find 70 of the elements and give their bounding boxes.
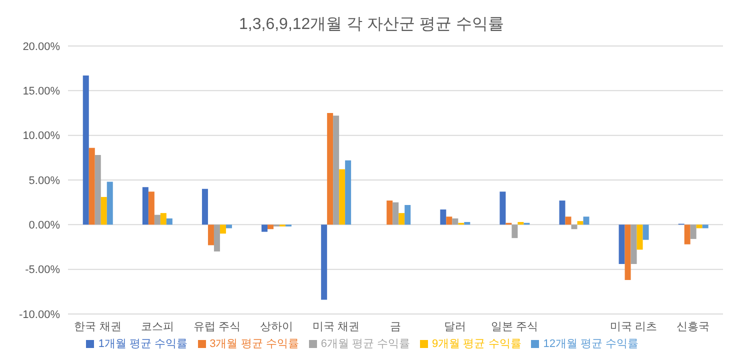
x-tick-label: 신흥국 (676, 320, 710, 333)
bar (464, 222, 470, 225)
bar (214, 224, 220, 252)
bar (512, 224, 518, 238)
bar (398, 213, 405, 225)
x-tick-label: 코스피 (140, 320, 174, 333)
x-tick-label: 달러 (444, 320, 466, 333)
bar (220, 224, 226, 234)
bar (339, 169, 346, 225)
x-tick-label: 상하이 (260, 320, 293, 333)
bar (88, 148, 95, 225)
x-tick-label: 미국 리츠 (610, 320, 658, 333)
y-tick-label: 0.00% (28, 220, 60, 232)
bar (166, 218, 172, 225)
bar (559, 200, 566, 225)
bar (500, 192, 506, 225)
bar (642, 224, 649, 240)
x-tick-label: 금 (390, 320, 401, 333)
legend-label: 9개월 평균 수익률 (432, 338, 522, 350)
bar (100, 196, 107, 225)
y-tick-label: -10.00% (19, 308, 60, 321)
y-tick-label: 20.00% (22, 40, 60, 53)
bar (577, 221, 584, 225)
bar (702, 224, 708, 228)
bar (636, 224, 643, 250)
chart-title: 1,3,6,9,12개월 각 자산군 평균 수익률 (238, 15, 505, 35)
x-tick-label: 한국 채권 (74, 320, 122, 333)
bar (345, 160, 352, 225)
bar (583, 216, 590, 225)
bar (630, 224, 637, 264)
bar (446, 216, 452, 225)
bar (321, 224, 328, 300)
bar (160, 213, 166, 225)
bar (404, 205, 411, 225)
bar (618, 224, 625, 264)
bar (142, 187, 148, 225)
bar (202, 188, 208, 225)
bar (571, 224, 578, 230)
x-tick-label: 유럽 주식 (193, 320, 240, 333)
x-tick-label: 일본 주식 (491, 320, 538, 333)
bar (106, 182, 113, 225)
bar (392, 202, 399, 225)
bar (148, 192, 154, 225)
bar (624, 224, 631, 280)
bar (327, 113, 334, 225)
y-tick-label: 15.00% (22, 86, 60, 98)
bar (268, 224, 274, 230)
bar (684, 224, 690, 244)
bar (440, 209, 446, 225)
bar (154, 214, 160, 225)
legend-label: 6개월 평균 수익률 (320, 338, 410, 350)
bar (690, 224, 696, 239)
legend-label: 1개월 평균 수익률 (98, 338, 188, 350)
bar (452, 218, 458, 225)
x-tick-label: 미국 채권 (312, 320, 360, 333)
y-tick-label: 10.00% (22, 130, 60, 142)
legend-label: 12개월 평균 수익률 (543, 338, 639, 350)
bar (565, 216, 572, 225)
y-tick-label: -5.00% (25, 264, 60, 276)
bar (518, 222, 524, 225)
bar (208, 224, 214, 246)
bar (226, 224, 232, 228)
bar (333, 116, 340, 225)
bar (262, 224, 268, 232)
bar (386, 200, 393, 225)
bar (696, 224, 702, 228)
bar (94, 154, 101, 225)
y-tick-label: 5.00% (28, 174, 60, 187)
bar (82, 75, 89, 225)
legend-label: 3개월 평균 수익률 (210, 338, 299, 350)
